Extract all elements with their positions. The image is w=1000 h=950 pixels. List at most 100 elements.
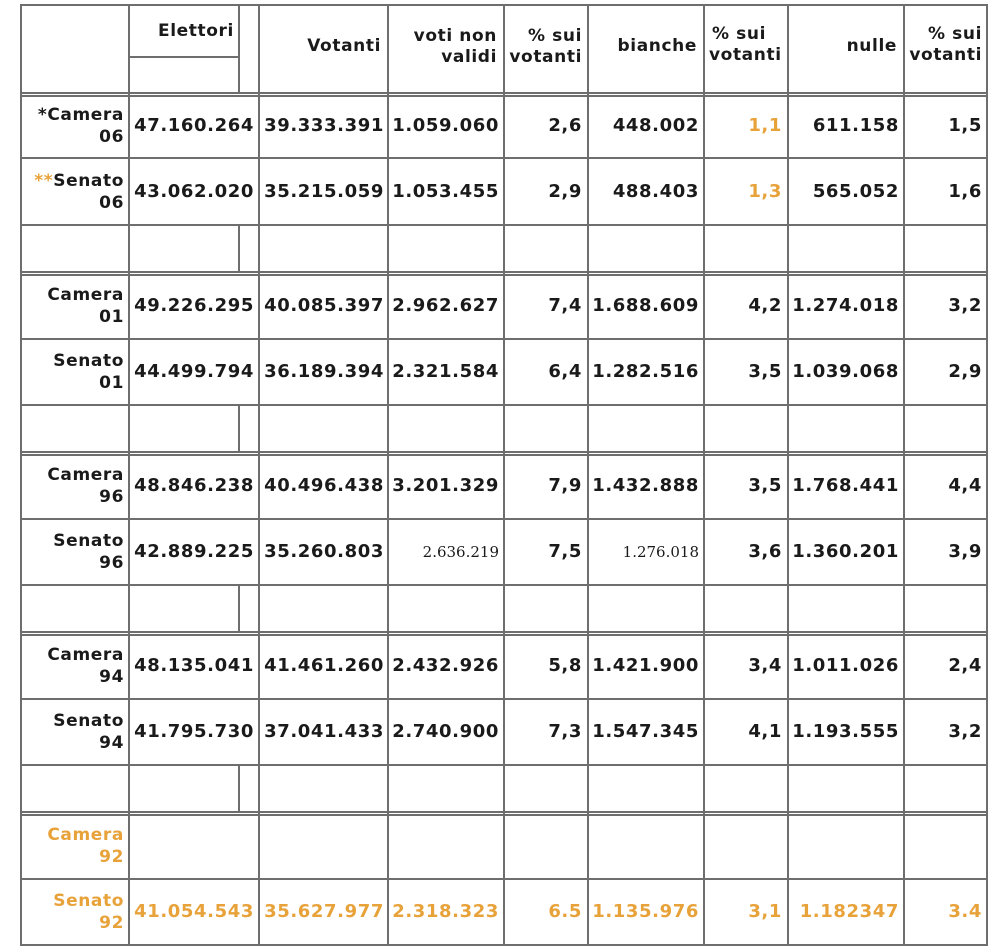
cell-elettori: 47.160.264 [134, 115, 254, 136]
grid-line [20, 631, 988, 633]
grid-line [903, 4, 905, 946]
cell-pct-bianche: 1,3 [748, 181, 782, 202]
cell-pct-bianche: 1,1 [748, 115, 782, 136]
cell-pct-nulle: 1,5 [948, 115, 982, 136]
row-label-name: Senato [53, 171, 124, 191]
cell-pct-non-validi: 7,5 [548, 541, 582, 562]
cell-bianche: 1.547.345 [592, 721, 699, 742]
cell-pct-non-validi: 7,4 [548, 295, 582, 316]
row-label-year: 94 [99, 733, 124, 753]
row-label-year: 92 [99, 847, 124, 867]
cell-pct-non-validi: 7,3 [548, 721, 582, 742]
cell-pct-nulle: 3,2 [948, 295, 982, 316]
cell-votanti: 40.085.397 [264, 295, 384, 316]
cell-bianche: 1.688.609 [592, 295, 699, 316]
cell-votanti: 40.496.438 [264, 475, 384, 496]
cell-elettori: 43.062.020 [134, 181, 254, 202]
header-voti-non-validi-line2: validi [441, 47, 497, 67]
cell-nulle: 1.193.555 [792, 721, 899, 742]
cell-pct-bianche: 3,6 [748, 541, 782, 562]
row-label-year: 06 [99, 193, 124, 213]
header-pct-nonvalidi-line2: votanti [509, 47, 582, 67]
grid-line [587, 4, 589, 946]
grid-line [20, 584, 988, 586]
cell-pct-bianche: 3,5 [748, 361, 782, 382]
grid-line [20, 157, 988, 159]
cell-votanti: 39.333.391 [264, 115, 384, 136]
row-label: **Senato [24, 171, 124, 192]
header-pct-nonvalidi-line1: % sui [528, 26, 582, 46]
row-label-year: 96 [99, 553, 124, 573]
grid-line [20, 92, 988, 94]
grid-line [20, 4, 988, 6]
cell-nulle: 565.052 [812, 181, 899, 202]
row-label: *Camera [24, 105, 124, 126]
grid-line [986, 4, 988, 946]
cell-non-validi: 2.318.323 [392, 901, 499, 922]
grid-line [787, 4, 789, 946]
grid-line [20, 634, 988, 636]
cell-votanti: 35.260.803 [264, 541, 384, 562]
cell-elettori: 49.226.295 [134, 295, 254, 316]
grid-line [20, 404, 988, 406]
cell-pct-nulle: 3,2 [948, 721, 982, 742]
grid-line [238, 406, 240, 452]
cell-nulle: 1.011.026 [792, 655, 899, 676]
cell-non-validi: 3.201.329 [392, 475, 499, 496]
cell-pct-nulle: 1,6 [948, 181, 982, 202]
cell-pct-bianche: 3,5 [748, 475, 782, 496]
cell-bianche: 1.432.888 [592, 475, 699, 496]
cell-pct-non-validi: 7,9 [548, 475, 582, 496]
grid-line [258, 4, 260, 946]
cell-nulle: 1.039.068 [792, 361, 899, 382]
cell-pct-non-validi: 2,9 [548, 181, 582, 202]
grid-line [238, 226, 240, 272]
grid-line [20, 454, 988, 456]
grid-line [238, 586, 240, 632]
cell-pct-non-validi: 5,8 [548, 655, 582, 676]
cell-elettori: 48.135.041 [134, 655, 254, 676]
cell-elettori: 48.846.238 [134, 475, 254, 496]
header-nulle: nulle [846, 36, 897, 56]
grid-line [20, 944, 988, 946]
grid-line [20, 338, 988, 340]
grid-line [128, 56, 240, 58]
row-label-prefix: * [37, 105, 48, 125]
cell-bianche: 1.282.516 [592, 361, 699, 382]
grid-line [238, 766, 240, 812]
header-pct-nulle-line1: % sui [928, 24, 982, 44]
cell-non-validi: 1.053.455 [392, 181, 499, 202]
grid-line [20, 451, 988, 453]
row-label-prefix: ** [34, 171, 54, 191]
row-label-name: Camera [47, 105, 124, 125]
row-label-name: Camera [47, 825, 124, 845]
row-label-name: Camera [47, 645, 124, 665]
cell-elettori: 42.889.225 [134, 541, 254, 562]
cell-nulle: 1.360.201 [792, 541, 899, 562]
cell-nulle: 1.182347 [799, 901, 899, 922]
header-pct-nulle-line2: votanti [909, 45, 982, 65]
cell-pct-nulle: 4,4 [948, 475, 982, 496]
cell-votanti: 35.215.059 [264, 181, 384, 202]
cell-elettori: 41.795.730 [134, 721, 254, 742]
grid-line [703, 4, 705, 946]
row-label-name: Camera [47, 285, 124, 305]
cell-pct-bianche: 4,1 [748, 721, 782, 742]
row-label-year: 96 [99, 487, 124, 507]
grid-line [20, 224, 988, 226]
cell-elettori: 41.054.543 [134, 901, 254, 922]
cell-pct-bianche: 3,4 [748, 655, 782, 676]
grid-line [503, 4, 505, 946]
cell-non-validi: 1.059.060 [392, 115, 499, 136]
row-label-year: 01 [99, 307, 124, 327]
row-label-year: 92 [99, 913, 124, 933]
grid-line [20, 4, 22, 946]
grid-line [20, 878, 988, 880]
row-label-name: Senato [53, 351, 124, 371]
cell-non-validi: 2.962.627 [392, 295, 499, 316]
cell-pct-nulle: 2,4 [948, 655, 982, 676]
cell-votanti: 41.461.260 [264, 655, 384, 676]
cell-pct-non-validi: 6,4 [548, 361, 582, 382]
grid-line [387, 4, 389, 946]
grid-line [20, 95, 988, 97]
